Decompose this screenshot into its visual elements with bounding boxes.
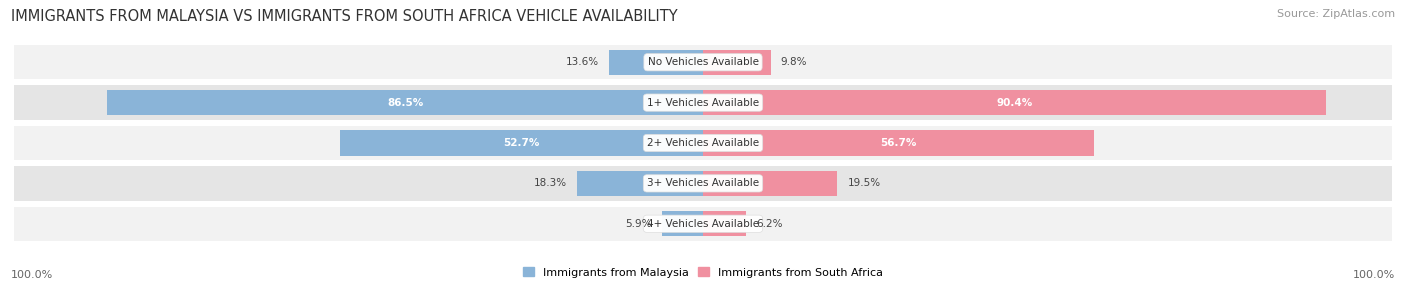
Text: 13.6%: 13.6% bbox=[565, 57, 599, 67]
Text: 100.0%: 100.0% bbox=[11, 270, 53, 280]
Text: 1+ Vehicles Available: 1+ Vehicles Available bbox=[647, 98, 759, 108]
Bar bbox=[703, 211, 745, 236]
Text: 3+ Vehicles Available: 3+ Vehicles Available bbox=[647, 178, 759, 188]
Text: Source: ZipAtlas.com: Source: ZipAtlas.com bbox=[1277, 9, 1395, 19]
Bar bbox=[703, 50, 770, 75]
Bar bbox=[662, 211, 703, 236]
Text: 6.2%: 6.2% bbox=[756, 219, 783, 229]
Bar bbox=[14, 86, 1392, 120]
Text: 86.5%: 86.5% bbox=[387, 98, 423, 108]
Bar bbox=[14, 86, 1392, 120]
Bar bbox=[14, 45, 1392, 80]
Text: 18.3%: 18.3% bbox=[533, 178, 567, 188]
Text: 19.5%: 19.5% bbox=[848, 178, 880, 188]
Text: 9.8%: 9.8% bbox=[780, 57, 807, 67]
Text: 100.0%: 100.0% bbox=[1353, 270, 1395, 280]
Bar bbox=[14, 166, 1392, 200]
Text: 2+ Vehicles Available: 2+ Vehicles Available bbox=[647, 138, 759, 148]
Bar bbox=[703, 130, 1094, 156]
Bar bbox=[576, 171, 703, 196]
Text: No Vehicles Available: No Vehicles Available bbox=[648, 57, 758, 67]
Text: IMMIGRANTS FROM MALAYSIA VS IMMIGRANTS FROM SOUTH AFRICA VEHICLE AVAILABILITY: IMMIGRANTS FROM MALAYSIA VS IMMIGRANTS F… bbox=[11, 9, 678, 23]
Bar bbox=[340, 130, 703, 156]
Bar bbox=[14, 166, 1392, 200]
Text: 4+ Vehicles Available: 4+ Vehicles Available bbox=[647, 219, 759, 229]
Text: 5.9%: 5.9% bbox=[626, 219, 652, 229]
Bar bbox=[609, 50, 703, 75]
Bar bbox=[14, 206, 1392, 241]
Text: 90.4%: 90.4% bbox=[997, 98, 1032, 108]
Bar bbox=[703, 90, 1326, 115]
Bar bbox=[14, 126, 1392, 160]
Text: 56.7%: 56.7% bbox=[880, 138, 917, 148]
Bar bbox=[107, 90, 703, 115]
Bar bbox=[703, 171, 838, 196]
Legend: Immigrants from Malaysia, Immigrants from South Africa: Immigrants from Malaysia, Immigrants fro… bbox=[523, 267, 883, 278]
Bar bbox=[14, 45, 1392, 80]
Bar bbox=[14, 126, 1392, 160]
Bar bbox=[14, 206, 1392, 241]
Text: 52.7%: 52.7% bbox=[503, 138, 540, 148]
